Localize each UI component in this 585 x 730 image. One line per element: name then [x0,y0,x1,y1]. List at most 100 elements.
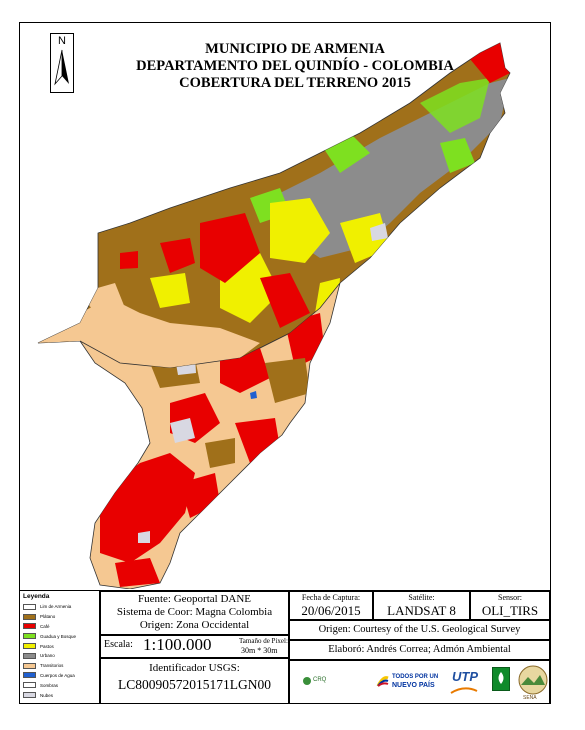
legend-item: Café [23,622,99,632]
crq-logo-text: CRQ [313,677,327,683]
satelite-box: Satélite: LANDSAT 8 [373,591,470,620]
title-line-1: MUNICIPIO DE ARMENIA [205,41,385,57]
legend-item: Pastos [23,641,99,651]
north-arrow: N [50,33,74,93]
pixel-label: Tamaño de Pixel: [239,637,288,645]
legend-item: Sombras [23,680,99,690]
sensor-label: Sensor: [498,593,522,602]
logo2-line2: NUEVO PAÍS [392,682,435,689]
logo4-text: SENA [523,695,537,701]
nubes-south-3 [138,531,150,543]
agua-south-1 [250,391,257,399]
platano-south-2 [265,358,310,403]
fecha-label: Fecha de Captura: [301,593,361,602]
legend-item: Cuerpos de Agua [23,671,99,681]
legend-label: Pastos [40,643,54,649]
legend-item: Plátano [23,612,99,622]
escala-label: Escala: [104,639,133,650]
fecha-box: Fecha de Captura: 20/06/2015 [289,591,373,620]
transitorios-patch-1 [38,298,260,368]
origen-imagen-box: Origen: Courtesy of the U.S. Geological … [289,620,550,640]
legend-swatch [23,682,36,689]
legend-swatch [23,613,36,620]
platano-south-3 [205,438,235,468]
sensor-box: Sensor: OLI_TIRS [470,591,550,620]
cafe-patch-3 [260,273,310,328]
logo-todos-por-un-nuevo-pais: TODOS POR UN NUEVO PAÍS [376,669,446,697]
source-info-box: Fuente: Geoportal DANE Sistema de Coor: … [100,591,289,635]
legend-items: Lim de Armenia Plátano Café Guadua y Bosque… [20,602,99,700]
legend-swatch [23,633,36,640]
logo-crq: CRQ [302,673,338,689]
legend-title: Leyenda [23,593,50,600]
legend-item: Guadua y Bosque [23,631,99,641]
pastos-patch-4 [150,273,190,308]
land-cover-map [37,42,511,589]
logo2-line1: TODOS POR UN [392,674,439,680]
logo3-text: UTP [452,669,478,684]
legend: Leyenda Lim de Armenia Plátano Café Guadua … [20,591,100,704]
legend-swatch [23,652,36,659]
legend-swatch [23,623,36,630]
fuente-text: Fuente: Geoportal DANE [137,593,252,605]
elaboro-box: Elaboró: Andrés Correa; Admón Ambiental [289,640,550,660]
cafe-patch-6 [120,251,138,269]
legend-swatch [23,603,36,610]
legend-label: Guadua y Bosque [40,633,77,639]
satelite-value: LANDSAT 8 [387,603,456,618]
north-label: N [58,35,66,47]
logo-sena: SENA [518,665,548,701]
scale-box: Escala: 1:100.000 Tamaño de Pixel: 30m *… [100,635,289,658]
legend-item: Lim de Armenia [23,602,99,612]
title-line-2: DEPARTAMENTO DEL QUINDÍO - COLOMBIA [136,58,454,74]
colombia-flag-icon [376,676,389,687]
satelite-label: Satélite: [408,593,435,602]
north-arrow-icon [54,49,69,86]
sensor-value: OLI_TIRS [481,603,539,618]
legend-swatch [23,662,36,669]
legend-swatch [23,692,36,699]
cafe-south-3 [220,348,270,393]
logo-utp: UTP [450,667,480,697]
legend-label: Urbano [40,653,55,659]
elaboro-text: Elaboró: Andrés Correa; Admón Ambiental [328,644,511,655]
title-line-3: COBERTURA DEL TERRENO 2015 [179,75,411,91]
legend-label: Sombras [40,682,59,688]
legend-label: Lim de Armenia [40,604,72,610]
cafe-patch-1 [200,213,260,283]
legend-item: Urbano [23,651,99,661]
legend-label: Plátano [40,614,56,620]
logos-box: CRQ TODOS POR UN NUEVO PAÍS UTP [289,660,550,704]
cafe-south-7 [115,558,160,587]
fecha-value: 20/06/2015 [301,603,361,618]
legend-label: Cuerpos de Agua [40,672,75,678]
escala-value: 1:100.000 [143,635,212,654]
map-area: N MUNICIPIO DE ARMENIA DEPARTAMENTO DEL … [20,23,550,589]
identificador-value: LC80090572015171LGN00 [118,677,271,692]
usgs-id-box: Identificador USGS: LC80090572015171LGN0… [100,658,289,704]
legend-item: Transitorios [23,661,99,671]
map-frame: N MUNICIPIO DE ARMENIA DEPARTAMENTO DEL … [19,22,551,704]
origen-imagen-text: Origen: Courtesy of the U.S. Geological … [318,624,521,635]
nubes-patch-1 [370,223,388,241]
legend-swatch [23,643,36,650]
identificador-label: Identificador USGS: [149,662,240,674]
crq-logo-icon [303,677,311,685]
origen-coor-text: Origen: Zona Occidental [139,619,250,631]
pixel-value: 30m * 30m [241,646,278,655]
legend-item: Nubes [23,690,99,700]
pastos-patch-1 [270,198,330,263]
guadua-patch-4 [440,138,475,173]
cafe-patch-2 [160,238,195,273]
sistema-text: Sistema de Coor: Magna Colombia [116,606,273,618]
map-footer: Leyenda Lim de Armenia Plátano Café Guadua … [20,590,550,704]
logo-green-square [492,667,510,691]
nubes-south-1 [170,418,195,443]
sena-landscape-icon [518,665,548,695]
guadua-patch-2 [420,78,490,133]
legend-label: Café [40,623,50,629]
legend-label: Nubes [40,692,54,698]
legend-label: Transitorios [40,663,64,669]
leaf-icon [498,672,504,684]
legend-swatch [23,672,36,679]
